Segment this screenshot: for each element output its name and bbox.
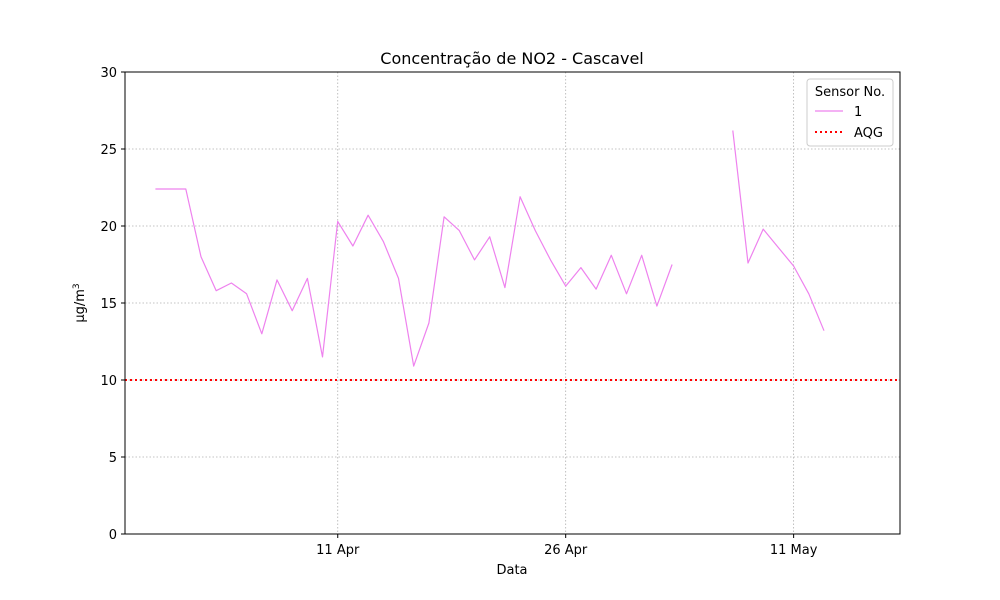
y-tick-label: 5 xyxy=(109,451,117,466)
x-tick-label: 11 Apr xyxy=(316,543,360,558)
y-tick-label: 25 xyxy=(100,143,117,158)
data-point xyxy=(428,323,429,324)
data-point xyxy=(672,264,673,265)
y-axis-label-superscript: 3 xyxy=(72,283,82,289)
data-point xyxy=(337,221,338,222)
chart-title: Concentração de NO2 - Cascavel xyxy=(380,49,643,68)
data-point xyxy=(459,230,460,231)
data-point xyxy=(383,241,384,242)
data-point xyxy=(216,290,217,291)
data-point xyxy=(520,196,521,197)
data-point xyxy=(565,286,566,287)
legend-label-series-1: 1 xyxy=(854,105,862,120)
data-point xyxy=(246,293,247,294)
data-point xyxy=(292,310,293,311)
x-axis: 11 Apr 26 Apr 11 May xyxy=(316,534,818,558)
data-point xyxy=(535,230,536,231)
data-point xyxy=(550,259,551,260)
data-point xyxy=(307,278,308,279)
data-point xyxy=(596,289,597,290)
grid xyxy=(125,71,900,535)
y-tick-label: 20 xyxy=(100,220,117,235)
data-point xyxy=(444,216,445,217)
y-tick-label: 10 xyxy=(100,374,117,389)
data-point xyxy=(489,236,490,237)
y-tick-label: 0 xyxy=(109,528,117,543)
data-point xyxy=(793,266,794,267)
legend-label-aqg: AQG xyxy=(854,126,883,141)
y-axis-label: µg/m3 xyxy=(72,283,88,322)
data-point xyxy=(170,189,171,190)
data-point xyxy=(626,293,627,294)
data-point xyxy=(201,256,202,257)
series-lines xyxy=(155,130,825,367)
data-point xyxy=(474,259,475,260)
data-point xyxy=(322,356,323,357)
data-point xyxy=(413,366,414,367)
data-point xyxy=(504,287,505,288)
data-point xyxy=(824,330,825,331)
legend-title: Sensor No. xyxy=(815,85,885,100)
x-tick-label: 26 Apr xyxy=(544,543,588,558)
data-point xyxy=(641,255,642,256)
data-point xyxy=(748,263,749,264)
data-point xyxy=(368,215,369,216)
y-tick-label: 15 xyxy=(100,297,117,312)
data-point xyxy=(611,255,612,256)
data-point xyxy=(277,279,278,280)
data-point xyxy=(763,229,764,230)
data-point xyxy=(155,189,156,190)
data-point xyxy=(778,247,779,248)
data-point xyxy=(352,246,353,247)
legend: Sensor No. 1 AQG xyxy=(806,78,894,147)
y-axis: 0 5 10 15 20 25 30 xyxy=(100,66,125,543)
y-tick-label: 30 xyxy=(100,66,117,81)
data-point xyxy=(398,278,399,279)
data-point xyxy=(231,283,232,284)
x-axis-label: Data xyxy=(496,563,527,578)
data-point xyxy=(656,306,657,307)
data-point xyxy=(732,130,733,131)
x-tick-label: 11 May xyxy=(770,543,818,558)
data-point xyxy=(580,267,581,268)
data-point xyxy=(261,333,262,334)
series-line-1 xyxy=(155,188,673,367)
data-point xyxy=(185,189,186,190)
series-line-1 xyxy=(732,130,825,331)
data-point xyxy=(808,293,809,294)
y-axis-label-unit: µg/m xyxy=(73,289,88,323)
legend-box xyxy=(806,78,894,147)
